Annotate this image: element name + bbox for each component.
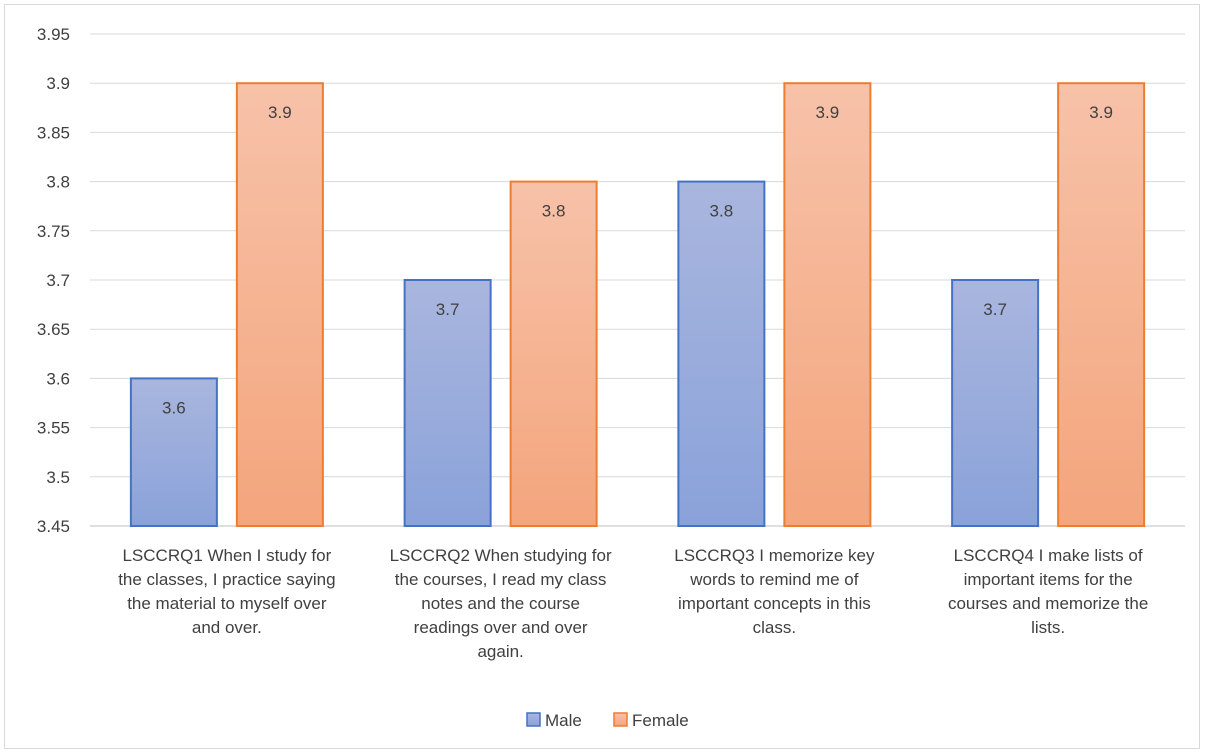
y-tick-label: 3.65	[37, 320, 70, 339]
data-label: 3.6	[162, 398, 186, 417]
y-tick-label: 3.7	[46, 271, 70, 290]
category-label: important items for the	[964, 570, 1133, 589]
category-label: the courses, I read my class	[395, 570, 607, 589]
bar-male	[677, 180, 766, 527]
y-tick-label: 3.85	[37, 123, 70, 142]
category-label: the classes, I practice saying	[118, 570, 335, 589]
category-label: the material to myself over	[127, 594, 327, 613]
category-label: class.	[753, 618, 796, 637]
category-label: courses and memorize the	[948, 594, 1148, 613]
category-label: LSCCRQ1 When I study for	[122, 546, 331, 565]
category-label: LSCCRQ3 I memorize key	[674, 546, 875, 565]
y-tick-label: 3.55	[37, 419, 70, 438]
bar-male	[403, 279, 492, 527]
data-label: 3.7	[436, 300, 460, 319]
bar-male	[951, 279, 1040, 527]
y-tick-label: 3.5	[46, 468, 70, 487]
bar-female	[235, 82, 324, 527]
data-label: 3.9	[268, 103, 292, 122]
data-label: 3.8	[710, 202, 734, 221]
legend-swatch-female	[613, 712, 628, 727]
category-label: important concepts in this	[678, 594, 871, 613]
y-tick-label: 3.9	[46, 74, 70, 93]
legend-label-female: Female	[632, 711, 689, 730]
bar-female	[783, 82, 872, 527]
category-label: LSCCRQ4 I make lists of	[954, 546, 1143, 565]
data-label: 3.7	[983, 300, 1007, 319]
bar-female	[1057, 82, 1146, 527]
data-label: 3.9	[1089, 103, 1113, 122]
y-tick-label: 3.8	[46, 173, 70, 192]
bar-female	[509, 180, 598, 527]
y-tick-label: 3.45	[37, 517, 70, 536]
y-tick-label: 3.95	[37, 25, 70, 44]
y-tick-label: 3.6	[46, 369, 70, 388]
category-label: again.	[477, 642, 523, 661]
category-label: words to remind me of	[689, 570, 858, 589]
category-label: and over.	[192, 618, 262, 637]
legend-label-male: Male	[545, 711, 582, 730]
category-label: LSCCRQ2 When studying for	[390, 546, 612, 565]
y-tick-label: 3.75	[37, 222, 70, 241]
bar-male	[129, 377, 218, 527]
category-label: lists.	[1031, 618, 1065, 637]
data-label: 3.8	[542, 202, 566, 221]
category-label: notes and the course	[421, 594, 580, 613]
category-label: readings over and over	[414, 618, 588, 637]
data-label: 3.9	[816, 103, 840, 122]
legend-swatch-male	[526, 712, 541, 727]
